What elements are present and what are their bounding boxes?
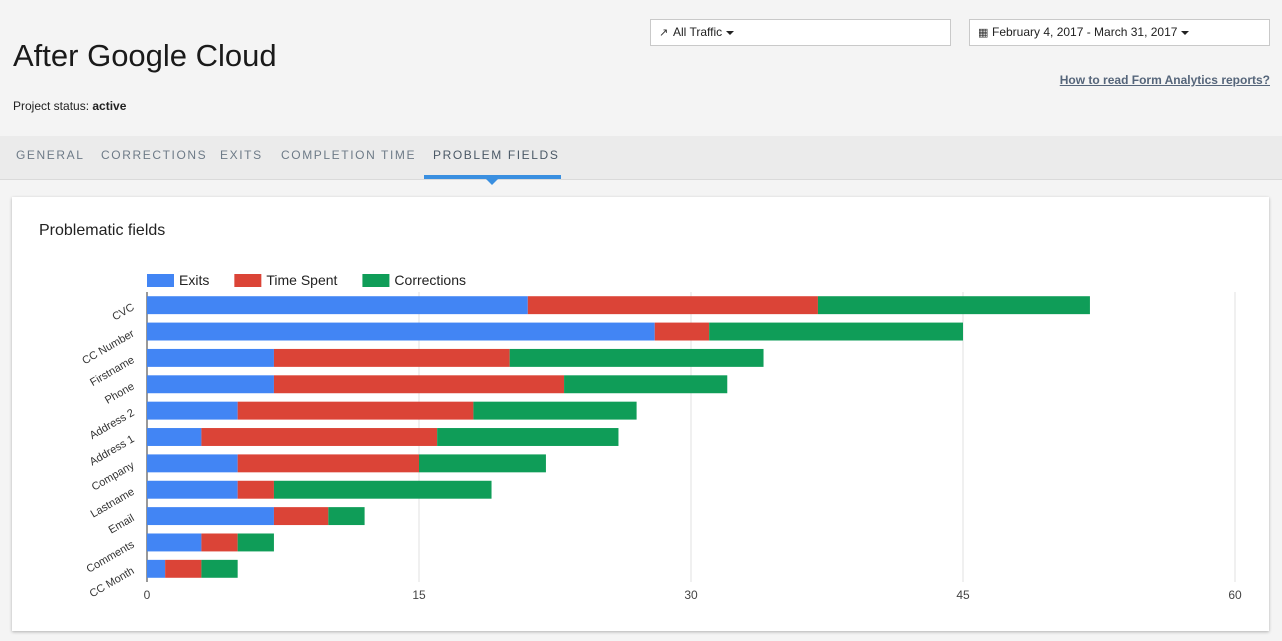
bar-comments-exits — [147, 533, 202, 552]
date-range-label: February 4, 2017 - March 31, 2017 — [992, 25, 1178, 39]
bar-address-1-exits — [147, 428, 202, 446]
bar-cc-month-time-spent — [165, 559, 202, 578]
bar-company-corrections — [419, 454, 546, 473]
legend-label-corrections: Corrections — [394, 272, 466, 288]
date-range-dropdown[interactable]: ▦ February 4, 2017 - March 31, 2017 — [969, 19, 1270, 46]
traffic-dropdown-label: All Traffic — [673, 25, 723, 39]
x-tick-label-45: 45 — [956, 588, 970, 602]
page-title: After Google Cloud — [13, 38, 277, 73]
bar-cvc-exits — [147, 296, 528, 315]
bar-firstname-exits — [147, 348, 274, 367]
status-value: active — [92, 99, 127, 113]
status-label: Project status: — [13, 99, 90, 113]
bar-email-exits — [147, 507, 274, 526]
category-label-email: Email — [107, 512, 137, 536]
bar-cc-month-exits — [147, 559, 166, 578]
bar-phone-time-spent — [273, 375, 565, 394]
bar-email-corrections — [328, 507, 365, 526]
bar-cc-number-corrections — [709, 322, 963, 341]
tab-completion-time[interactable]: COMPLETION TIME — [281, 148, 417, 162]
bar-address-2-exits — [147, 401, 238, 420]
bar-email-time-spent — [273, 507, 329, 526]
category-label-phone: Phone — [103, 380, 137, 406]
bar-address-1-time-spent — [201, 428, 438, 446]
legend-swatch-exits — [147, 274, 174, 287]
bar-phone-corrections — [564, 375, 728, 394]
x-tick-label-0: 0 — [144, 588, 151, 602]
bar-address-2-time-spent — [237, 401, 474, 420]
legend-swatch-time-spent — [234, 274, 262, 287]
tab-problem-fields[interactable]: PROBLEM FIELDS — [433, 148, 560, 162]
caret-down-icon — [726, 30, 735, 35]
problem-fields-card: 0 15 30 45 60 Exits Time Spent Corrections CVC CC… — [12, 197, 1269, 631]
traffic-dropdown[interactable]: ↗︎ All Traffic — [650, 19, 951, 46]
bar-firstname-time-spent — [273, 348, 510, 367]
bar-address-1-corrections — [437, 428, 619, 446]
bar-company-time-spent — [237, 454, 419, 473]
calendar-icon: ▦ — [978, 27, 989, 39]
tab-corrections[interactable]: CORRECTIONS — [101, 148, 208, 162]
card-title: Problematic fields — [39, 222, 166, 239]
page-header: After Google Cloud Project status: activ… — [0, 0, 1282, 136]
bar-phone-exits — [147, 375, 274, 394]
tab-exits[interactable]: EXITS — [220, 148, 263, 162]
arrows-collapse-icon: ↗︎ — [659, 27, 669, 39]
x-tick-label-60: 60 — [1228, 588, 1242, 602]
bar-lastname-time-spent — [237, 480, 274, 499]
bar-comments-corrections — [237, 533, 274, 552]
tab-bar: GENERAL CORRECTIONS EXITS COMPLETION TIM… — [0, 136, 1282, 180]
legend-swatch-corrections — [362, 274, 390, 287]
bar-company-exits — [147, 454, 238, 473]
x-tick-label-15: 15 — [412, 588, 426, 602]
bar-comments-time-spent — [201, 533, 238, 552]
legend-label-exits: Exits — [179, 272, 209, 288]
bar-address-2-corrections — [473, 401, 637, 420]
help-link[interactable]: How to read Form Analytics reports? — [1059, 73, 1270, 87]
tab-general[interactable]: GENERAL — [16, 148, 85, 162]
bar-cc-month-corrections — [201, 559, 238, 578]
legend-label-time-spent: Time Spent — [266, 272, 337, 288]
bar-lastname-exits — [147, 480, 238, 499]
bar-firstname-corrections — [509, 348, 764, 367]
bar-cc-number-time-spent — [654, 322, 710, 341]
category-label-cvc: CVC — [110, 301, 136, 323]
bar-lastname-corrections — [273, 480, 492, 499]
bar-cc-number-exits — [147, 322, 655, 341]
bar-cvc-corrections — [817, 296, 1090, 315]
bar-cvc-time-spent — [527, 296, 818, 315]
project-status: Project status: active — [13, 99, 126, 113]
active-tab-pointer — [486, 179, 498, 185]
x-tick-label-30: 30 — [684, 588, 698, 602]
caret-down-icon — [1181, 30, 1190, 35]
active-tab-indicator — [424, 175, 561, 179]
